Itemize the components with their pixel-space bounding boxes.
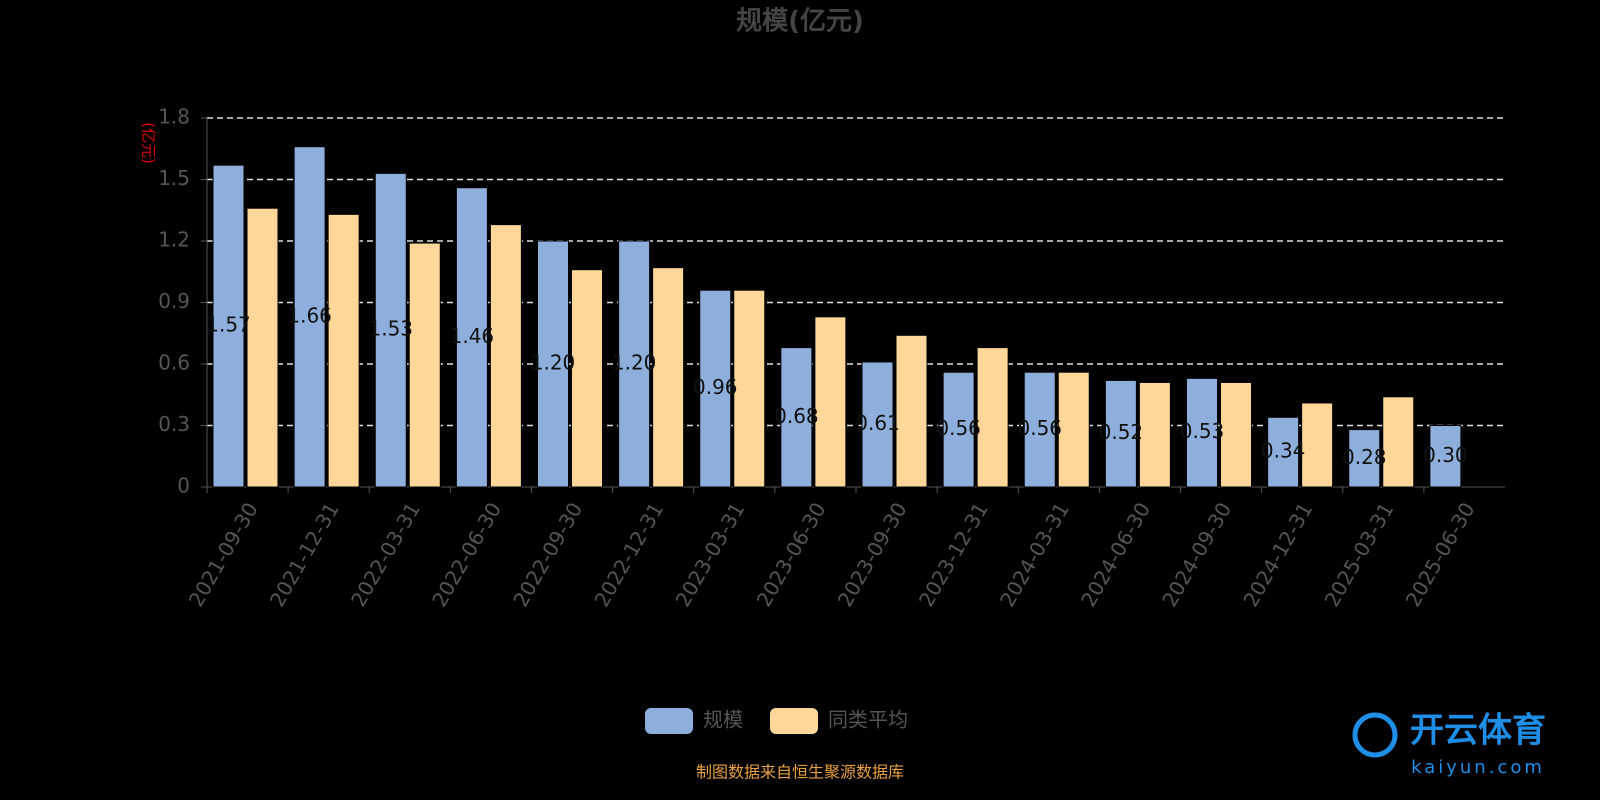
bar [489, 224, 522, 488]
bar [1138, 381, 1171, 488]
bar [618, 240, 651, 488]
watermark-logo [1352, 712, 1398, 758]
bar [1057, 371, 1090, 488]
legend-label: 规模 [703, 708, 743, 732]
bar [1348, 429, 1381, 488]
chart-title: 规模(亿元) [736, 7, 864, 37]
bar [733, 289, 766, 488]
bar [455, 187, 488, 488]
bar [1382, 396, 1415, 488]
x-tick-label: 2022-09-30 [508, 498, 587, 611]
bar [1301, 402, 1334, 488]
data-label: 0.68 [774, 404, 819, 428]
y-tick-label: 1.8 [158, 105, 190, 129]
bar [293, 146, 326, 488]
bar [895, 334, 928, 488]
x-tick-label: 2023-09-30 [833, 498, 912, 611]
x-tick-label: 2024-03-31 [995, 498, 1074, 611]
data-label: 0.56 [936, 416, 981, 440]
legend-swatch [770, 708, 818, 734]
x-tick-label: 2024-06-30 [1076, 498, 1155, 611]
data-label: 0.96 [693, 375, 738, 399]
y-tick-label: 0.9 [158, 289, 190, 313]
x-tick-label: 2022-12-31 [589, 498, 668, 611]
source-note: 制图数据来自恒生聚源数据库 [696, 763, 904, 782]
bar [1186, 377, 1218, 488]
data-label: 0.53 [1180, 419, 1225, 443]
data-label: 0.61 [855, 411, 900, 435]
x-tick-label: 2023-03-31 [671, 498, 750, 611]
bar [699, 289, 732, 488]
bar [537, 240, 569, 488]
x-tick-label: 2023-12-31 [914, 498, 993, 611]
legend-label: 同类平均 [828, 708, 908, 732]
y-tick-label: 0.6 [158, 351, 190, 375]
data-label: 0.34 [1261, 439, 1306, 463]
y-tick-label: 0 [177, 474, 190, 498]
data-label: 1.20 [531, 351, 576, 375]
bar [814, 316, 847, 488]
bar [1267, 416, 1300, 488]
watermark-url: kaiyun.com [1411, 757, 1545, 778]
x-tick-label: 2021-12-31 [265, 498, 344, 611]
bar [408, 242, 441, 488]
bar [780, 347, 813, 488]
data-label: 1.20 [612, 351, 657, 375]
bar [571, 269, 603, 488]
x-tick-label: 2025-03-31 [1320, 498, 1399, 611]
watermark-name: 开云体育 [1410, 711, 1546, 751]
bar [1104, 379, 1137, 488]
data-label: 0.56 [1017, 416, 1062, 440]
y-axis-label: (亿元) [140, 122, 158, 164]
y-tick-label: 1.5 [158, 166, 190, 190]
x-tick-label: 2022-03-31 [346, 498, 425, 611]
bar [1429, 425, 1462, 488]
data-label: 0.52 [1099, 420, 1144, 444]
bar [374, 172, 407, 488]
data-label: 1.46 [450, 324, 495, 348]
bar [327, 213, 360, 488]
y-tick-label: 0.3 [158, 412, 190, 436]
y-tick-label: 1.2 [158, 228, 190, 252]
data-label: 0.28 [1342, 445, 1387, 469]
x-tick-label: 2023-06-30 [752, 498, 831, 611]
data-label: 1.66 [287, 303, 332, 327]
bar [942, 371, 975, 488]
x-tick-label: 2024-09-30 [1157, 498, 1236, 611]
bar [212, 164, 245, 488]
legend-swatch [645, 708, 693, 734]
x-tick-label: 2025-06-30 [1401, 498, 1480, 611]
bar [861, 361, 894, 488]
data-label: 0.30 [1423, 443, 1468, 467]
bar [1220, 381, 1252, 488]
data-label: 1.57 [206, 313, 251, 337]
bar [246, 207, 279, 488]
x-tick-label: 2021-09-30 [184, 498, 263, 611]
x-tick-label: 2022-06-30 [427, 498, 506, 611]
data-label: 1.53 [368, 317, 413, 341]
bar [976, 347, 1009, 488]
bar [652, 267, 685, 488]
bar [1023, 371, 1056, 488]
x-tick-label: 2024-12-31 [1238, 498, 1317, 611]
